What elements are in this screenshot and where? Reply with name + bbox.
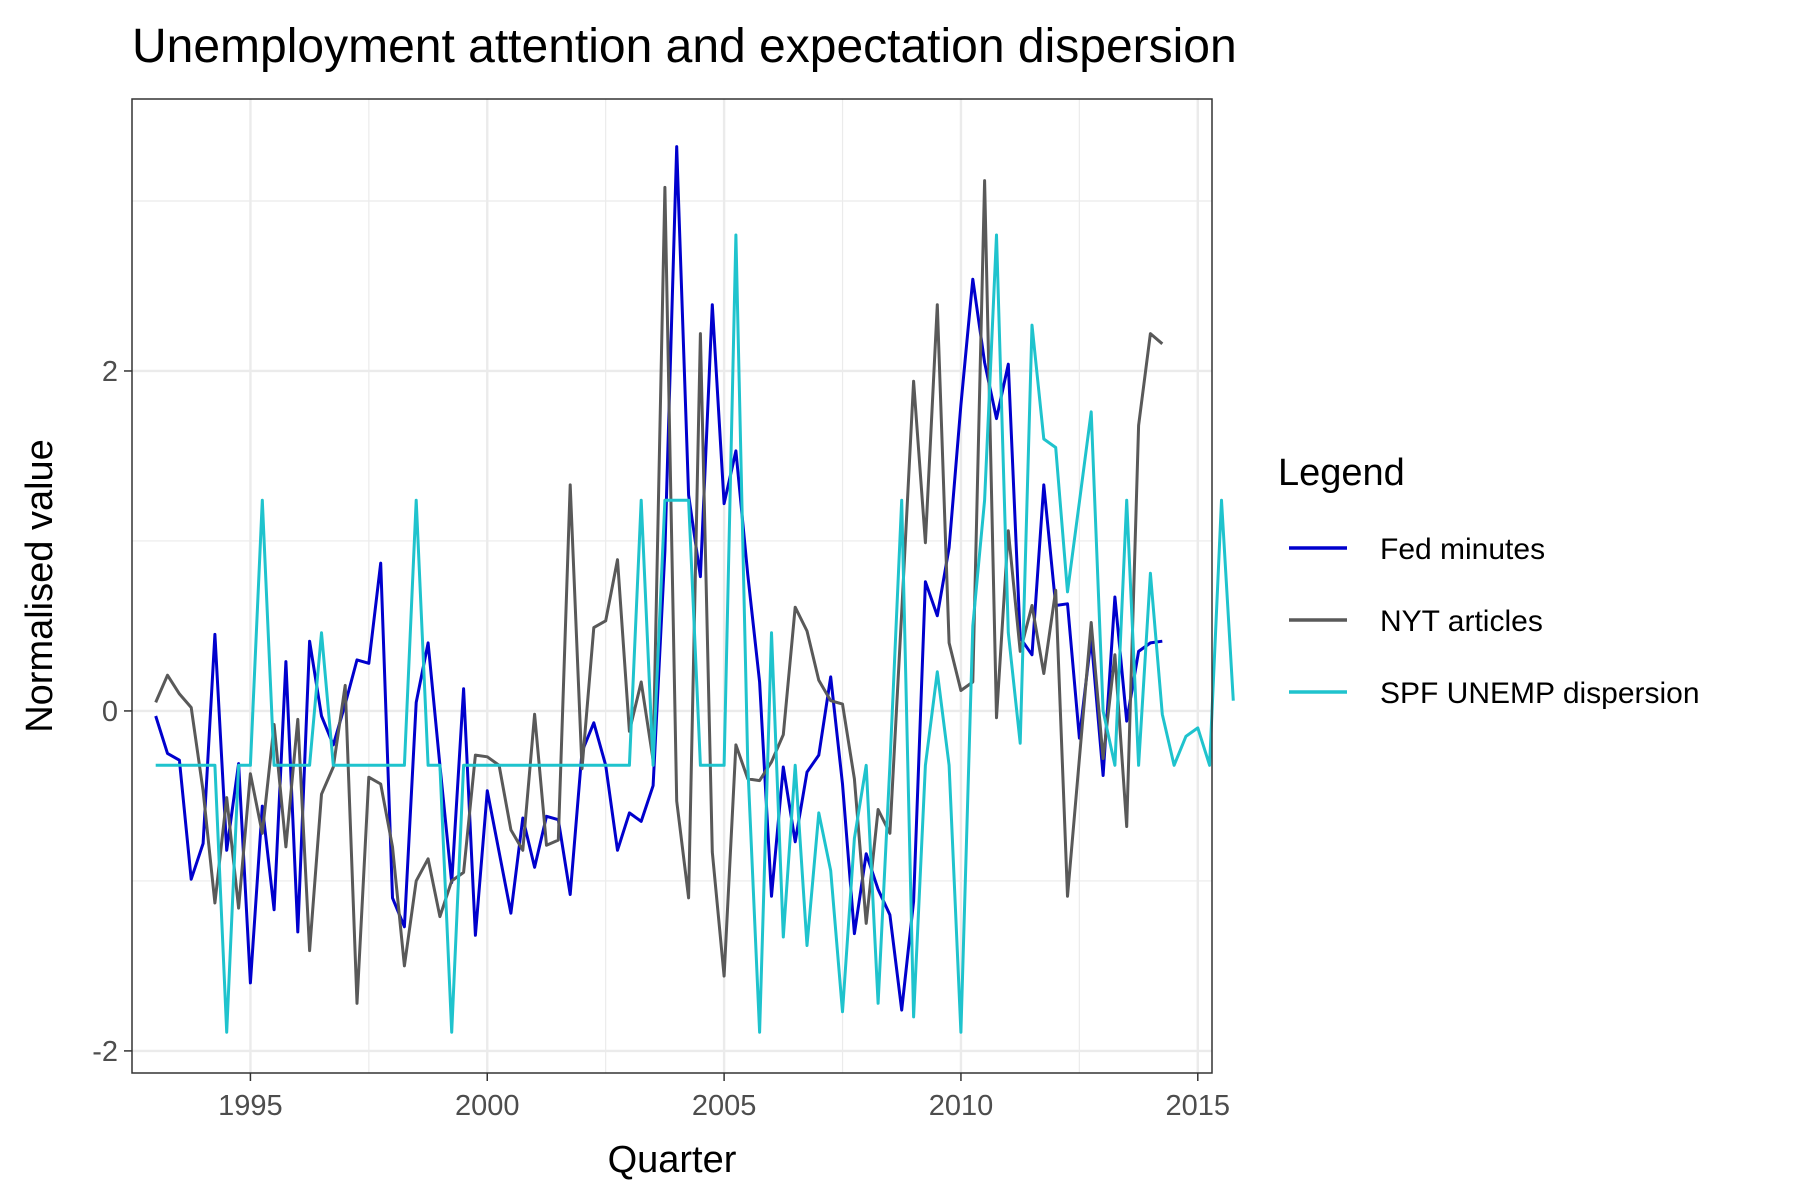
y-axis: -2 0 2 [92, 356, 132, 1068]
y-tick-label: 2 [102, 356, 118, 388]
series-line-nyt-articles [154, 179, 1164, 1005]
chart-title: Unemployment attention and expectation d… [132, 20, 1237, 73]
series-layer [154, 145, 1235, 1034]
grid-major [132, 99, 1212, 1073]
x-tick-label: 1995 [218, 1090, 283, 1122]
legend-items: Fed minutes NYT articles SPF UNEMP dispers… [1289, 533, 1700, 710]
x-tick-label: 2010 [929, 1090, 994, 1122]
plot-border [131, 98, 1213, 1074]
legend-label: NYT articles [1380, 605, 1543, 638]
x-tick-label: 2000 [455, 1090, 520, 1122]
legend: Legend Fed minutes NYT articles SPF UNEMP … [1278, 452, 1700, 710]
x-tick-label: 2005 [692, 1090, 757, 1122]
x-axis: 1995 2000 2005 2010 2015 [218, 1073, 1230, 1122]
series-line-fed-minutes [154, 145, 1163, 1012]
x-axis-title: Quarter [608, 1139, 737, 1181]
y-axis-title: Normalised value [19, 439, 61, 733]
legend-title: Legend [1278, 452, 1405, 494]
y-tick-label: -2 [92, 1036, 118, 1068]
legend-label: SPF UNEMP dispersion [1380, 677, 1700, 710]
y-tick-label: 0 [102, 696, 118, 728]
x-tick-label: 2015 [1166, 1090, 1231, 1122]
legend-label: Fed minutes [1380, 533, 1545, 566]
series-line-spf-unemp-dispersion [155, 233, 1235, 1034]
